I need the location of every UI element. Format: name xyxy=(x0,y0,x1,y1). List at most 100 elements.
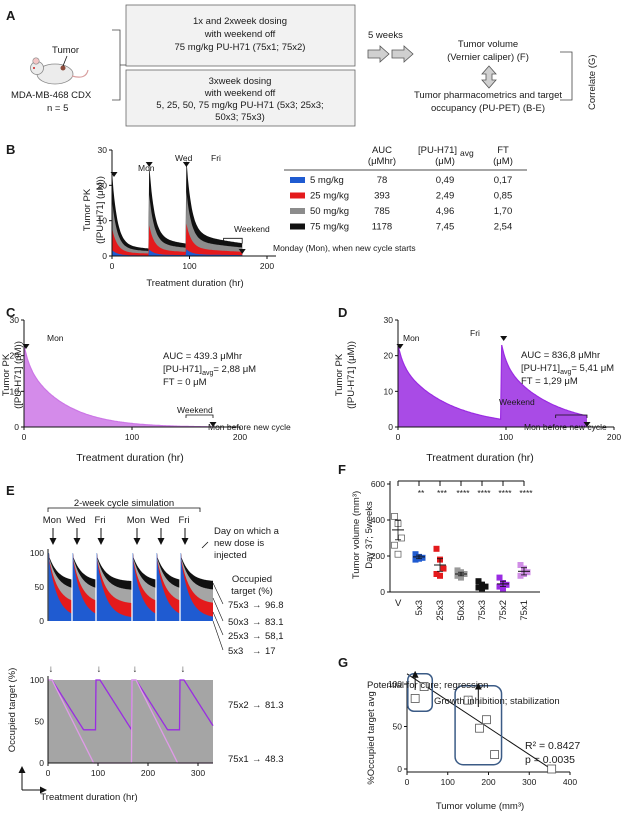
e-area-25x3 xyxy=(48,553,213,621)
b-row-auc: 1178 xyxy=(372,222,392,233)
e-day-label: Mon xyxy=(127,515,145,526)
b-weekend-bracket xyxy=(223,237,243,244)
b-ytick-label: 30 xyxy=(98,145,108,155)
e-day-note-3: injected xyxy=(214,550,247,561)
d-monday-arrow-icon xyxy=(583,422,591,427)
box1-line1: 1x and 2xweek dosing xyxy=(193,16,287,27)
f-ytick-label: 200 xyxy=(371,551,385,561)
e-lower-xtick-label: 100 xyxy=(91,768,105,778)
correlate-bracket xyxy=(560,51,573,101)
b-dose-arrow-icon xyxy=(182,162,190,167)
c-avg: [PU-H71]avg= 2,88 μM xyxy=(163,364,256,377)
e-day-note-1: Day on which a xyxy=(214,526,280,537)
c-mon: Mon xyxy=(47,333,64,343)
e-area-75x2 xyxy=(48,680,213,763)
c-xlabel: Treatment duration (hr) xyxy=(76,452,184,464)
b-xtick-label: 200 xyxy=(260,261,274,271)
c-ytick-label: 20 xyxy=(10,351,20,361)
d-ytick-label: 0 xyxy=(388,422,393,432)
e-cycle-bracket xyxy=(47,507,201,512)
b-row-auc: 78 xyxy=(377,175,388,186)
d-fri: Fri xyxy=(470,328,480,338)
g-xlabel: Tumor volume (mm³) xyxy=(436,801,524,812)
box1-line2: with weekend off xyxy=(204,29,276,40)
g-regression-line xyxy=(406,673,554,772)
tumor-label: Tumor xyxy=(52,45,79,56)
c-ft: FT = 0 μM xyxy=(163,377,207,388)
e-upper-arrow-icon: → xyxy=(252,617,262,628)
d-xlabel: Treatment duration (hr) xyxy=(426,452,534,464)
tumor-pointer xyxy=(62,55,68,67)
f-category-label: 75x3 xyxy=(477,600,488,621)
f-data-point xyxy=(496,583,503,590)
b-row-ft: 2,54 xyxy=(494,222,513,233)
f-sig-label: **** xyxy=(498,488,512,498)
b-row-ft: 0,17 xyxy=(494,175,513,186)
c-weekend-bracket xyxy=(185,414,214,418)
bracket xyxy=(112,29,126,101)
e-upper-ytick-label: 50 xyxy=(35,582,45,592)
g-ytick-label: 0 xyxy=(397,764,402,774)
vertical-double-arrow-icon xyxy=(481,65,497,89)
e-lower-dose-arrow-icon: ↓ xyxy=(49,664,54,675)
d-mon-before: Mon before new cycle xyxy=(524,422,607,432)
e-upper-ytick-label: 0 xyxy=(39,616,44,626)
b-row-avg: 4,96 xyxy=(436,206,455,217)
b-th-ft: FT xyxy=(497,145,509,156)
b-area-75-mg-kg xyxy=(112,158,243,256)
panel-label-g: G xyxy=(338,655,348,670)
b-row-ft: 0,85 xyxy=(494,191,513,202)
f-data-point xyxy=(412,551,419,558)
e-day-label: Mon xyxy=(43,515,61,526)
f-data-point xyxy=(433,571,440,577)
e-lower-ytick-label: 50 xyxy=(35,717,45,727)
f-ytick-label: 0 xyxy=(380,587,385,597)
b-legend-swatch xyxy=(290,223,305,230)
e-lower-series-label: 75x2 xyxy=(228,700,249,711)
e-lower-ytick-label: 100 xyxy=(30,675,44,685)
g-data-point xyxy=(547,764,557,774)
d-weekend-bracket xyxy=(555,414,588,418)
g-cure: Potential for cure; regression xyxy=(367,680,488,691)
f-data-point xyxy=(496,574,503,581)
f-data-point xyxy=(517,562,524,568)
e-note-pointer xyxy=(201,541,209,549)
e-upper-value: 58,1 xyxy=(265,631,284,642)
e-lower-dose-arrow-icon: ↓ xyxy=(97,664,102,675)
b-area-25-mg-kg xyxy=(112,223,243,256)
e-upper-leader xyxy=(212,620,224,651)
f-data-point xyxy=(394,550,402,558)
c-ylabel-1: Tumor PK xyxy=(1,353,12,396)
mouse-icon xyxy=(30,57,89,85)
pharma-line1: Tumor pharmacometrics and target xyxy=(414,90,562,101)
e-upper-series-label: 75x3 xyxy=(228,600,249,611)
e-upper-arrow-icon: → xyxy=(252,646,262,657)
g-xtick-label: 400 xyxy=(563,777,577,787)
e-day-label: Wed xyxy=(150,515,169,526)
b-th-auc-unit: (μMhr) xyxy=(368,156,396,167)
e-lower-value: 81.3 xyxy=(265,700,284,711)
g-growth: Growth inhibition; stabilization xyxy=(434,696,560,707)
e-upper-arrow-icon: → xyxy=(252,600,262,611)
cdx-label: MDA-MB-468 CDX xyxy=(11,90,92,101)
b-th-ft-unit: (μM) xyxy=(493,156,513,167)
e-lower-dose-arrow-icon: ↓ xyxy=(133,664,138,675)
e-occ-header-1: Occupied xyxy=(232,574,272,585)
volume-line2: (Vernier caliper) (F) xyxy=(447,52,529,63)
d-line xyxy=(397,344,588,421)
e-day-label: Fri xyxy=(94,515,105,526)
box2-line2: with weekend off xyxy=(204,88,276,99)
g-data-point xyxy=(419,682,429,691)
d-avg: [PU-H71]avg= 5,41 μM xyxy=(521,363,614,376)
double-arrow-icon xyxy=(367,45,414,63)
b-row-dose: 50 mg/kg xyxy=(310,206,349,217)
f-data-point xyxy=(479,585,485,592)
f-ytick-label: 600 xyxy=(371,479,385,489)
e-xlabel: Treatment duration (hr) xyxy=(40,792,137,803)
f-data-point xyxy=(419,554,426,561)
g-cure-box xyxy=(407,673,434,712)
g-xtick-label: 300 xyxy=(522,777,536,787)
panel-label-c: C xyxy=(6,305,16,320)
f-sig-label: ** xyxy=(418,488,425,498)
